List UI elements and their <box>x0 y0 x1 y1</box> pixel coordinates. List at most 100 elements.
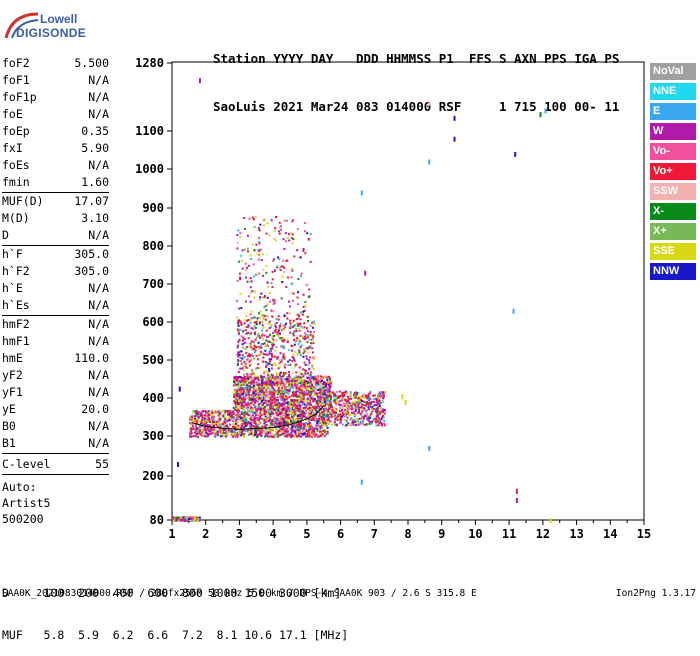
echo-point <box>198 429 201 432</box>
echo-point <box>311 336 314 339</box>
echo-point <box>248 381 251 384</box>
echo-point <box>236 234 239 236</box>
echo-point <box>260 335 263 337</box>
echo-point <box>282 394 285 397</box>
echo-point <box>298 366 301 369</box>
echo-point <box>359 399 362 401</box>
legend-item: W <box>650 123 696 140</box>
echo-point <box>244 410 247 413</box>
echo-point <box>286 419 289 422</box>
echo-point <box>273 383 276 386</box>
echo-point <box>256 253 259 255</box>
echo-point <box>312 405 314 408</box>
echo-point <box>287 422 290 425</box>
echo-point <box>278 417 281 420</box>
echo-point <box>253 389 256 392</box>
echo-point <box>240 322 243 325</box>
echo-point <box>279 381 282 384</box>
echo-point <box>240 323 243 326</box>
echo-point <box>273 355 276 358</box>
echo-point <box>291 415 294 418</box>
echo-point <box>298 392 301 395</box>
echo-point <box>252 394 255 397</box>
param-value: N/A <box>88 281 109 295</box>
echo-point <box>239 427 242 430</box>
echo-point <box>243 387 246 389</box>
echo-point <box>269 377 272 380</box>
echo-point <box>240 387 243 390</box>
legend-item: NoVal <box>650 63 696 80</box>
echo-point <box>249 375 252 378</box>
echo-point <box>304 304 307 307</box>
echo-point <box>264 385 267 388</box>
echo-point <box>318 415 321 418</box>
echo-point <box>323 413 326 416</box>
echo-point <box>378 417 380 420</box>
echo-point <box>254 406 257 409</box>
echo-point <box>350 411 353 414</box>
echo-point <box>327 410 330 413</box>
echo-point <box>216 432 219 435</box>
echo-point <box>347 422 350 425</box>
echo-point <box>345 405 348 408</box>
echo-point <box>328 416 331 419</box>
echo-point <box>278 324 281 327</box>
echo-point <box>309 356 312 359</box>
echo-point <box>244 341 247 344</box>
echo-point <box>290 378 293 381</box>
echo-point <box>339 422 342 424</box>
param-value: N/A <box>88 107 109 121</box>
echo-point <box>266 392 269 395</box>
echo-point <box>302 393 305 396</box>
y-tick-label: 300 <box>142 429 164 443</box>
echo-point <box>319 424 322 427</box>
echo-point <box>252 340 255 343</box>
echo-point <box>256 358 259 361</box>
echo-point <box>269 347 272 350</box>
echo-point <box>280 417 283 420</box>
echo-point <box>277 408 279 411</box>
echo-point <box>241 367 244 370</box>
x-tick-label: 5 <box>303 527 310 541</box>
echo-point <box>252 400 255 403</box>
echo-point <box>254 426 257 429</box>
echo-point <box>200 425 203 428</box>
echo-point <box>179 516 182 519</box>
echo-point <box>279 394 282 397</box>
echo-point <box>297 303 299 306</box>
echo-point <box>345 413 348 415</box>
echo-point <box>353 412 356 415</box>
echo-point <box>286 312 289 315</box>
echo-point <box>203 428 205 431</box>
echo-point <box>363 423 366 426</box>
echo-point <box>207 432 210 435</box>
echo-point <box>336 415 339 418</box>
echo-point <box>307 402 310 405</box>
echo-point <box>248 295 250 298</box>
echo-point <box>261 338 264 341</box>
echo-point <box>252 398 255 401</box>
echo-point <box>290 380 293 382</box>
echo-point <box>316 380 319 383</box>
echo-point <box>194 415 197 417</box>
echo-point <box>282 265 285 268</box>
echo-point <box>265 364 268 366</box>
echo-point <box>213 418 216 421</box>
echo-point <box>275 420 278 423</box>
echo-point <box>292 219 294 222</box>
echo-point <box>237 362 239 365</box>
echo-point <box>203 419 206 422</box>
echo-point <box>313 380 316 383</box>
logo-lowell: Lowell <box>40 12 78 26</box>
echo-point <box>382 397 385 400</box>
echo-point <box>289 408 292 411</box>
echo-point <box>238 412 241 415</box>
echo-point <box>270 367 273 370</box>
echo-point <box>316 405 319 408</box>
echo-point <box>322 427 325 430</box>
echo-point <box>322 411 325 414</box>
echo-point <box>239 236 242 239</box>
echo-point <box>283 364 286 367</box>
echo-point <box>199 411 202 414</box>
echo-point <box>312 342 315 345</box>
